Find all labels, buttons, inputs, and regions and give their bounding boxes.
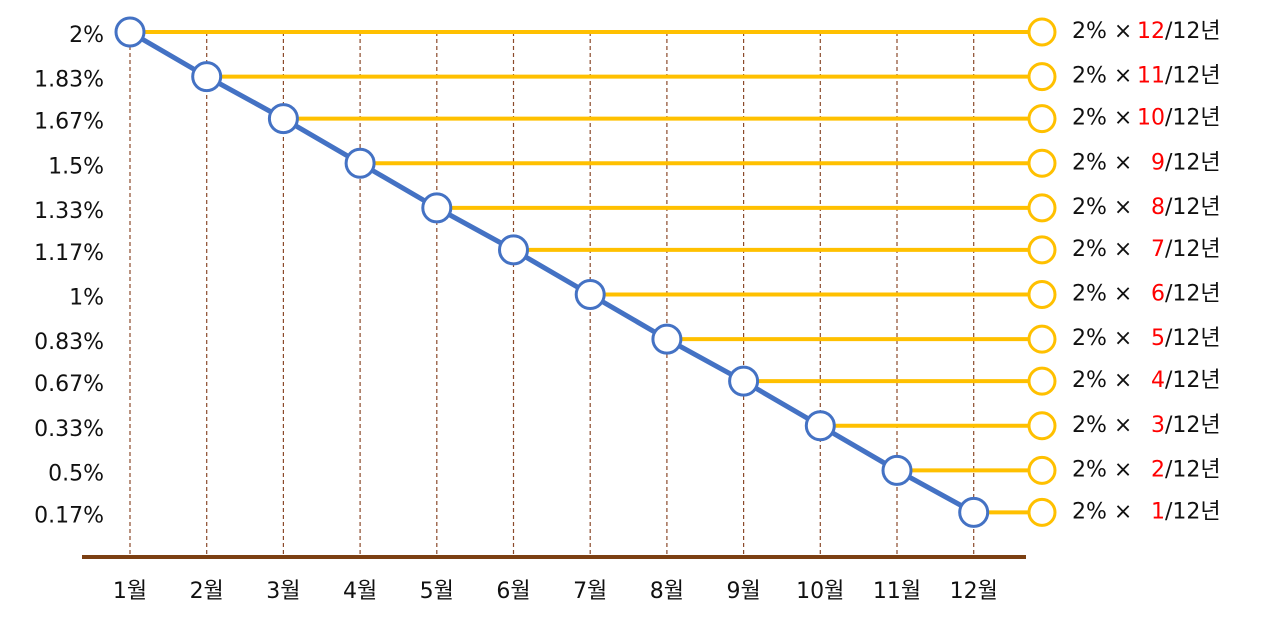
annotation-factor: 6 (1151, 282, 1165, 307)
y-label: 1.5% (48, 154, 104, 179)
data-line (128, 29, 975, 515)
end-circle (1027, 235, 1057, 265)
end-circle (1027, 193, 1057, 223)
annotation-factor: 1 (1151, 499, 1165, 524)
end-circle (1027, 366, 1057, 396)
y-label: 0.83% (34, 330, 104, 355)
annotation-prefix: 2% × (1072, 499, 1132, 524)
y-label: 2% (69, 23, 104, 48)
x-tick-label: 8월 (650, 579, 684, 604)
x-tick-label: 4월 (343, 579, 377, 604)
y-label: 0.5% (48, 461, 104, 486)
annotation-prefix: 2% × (1072, 457, 1132, 482)
annotation-prefix: 2% × (1072, 237, 1132, 262)
end-circle (1027, 148, 1057, 178)
annotation-prefix: 2% × (1072, 64, 1132, 89)
annotation-prefix: 2% × (1072, 19, 1132, 44)
point (574, 279, 606, 310)
x-tick-label: 2월 (190, 579, 224, 604)
x-tick-label: 6월 (496, 579, 530, 604)
point (651, 323, 683, 355)
x-tick-label: 11월 (873, 579, 921, 604)
point (267, 103, 299, 135)
annotation-prefix: 2% × (1072, 368, 1132, 393)
x-tick-label: 1월 (113, 579, 147, 604)
annotation-prefix: 2% × (1072, 282, 1132, 307)
annotation-suffix: /12년 (1165, 19, 1221, 44)
annotation-suffix: /12년 (1165, 150, 1221, 175)
annotation-prefix: 2% × (1072, 326, 1132, 351)
end-circle (1027, 17, 1057, 47)
annotation-factor: 7 (1151, 237, 1165, 262)
annotation-prefix: 2% × (1072, 195, 1132, 220)
x-tick-label: 12월 (950, 579, 998, 604)
x-tick-label: 7월 (573, 579, 607, 604)
y-label: 1% (69, 286, 104, 311)
end-circle (1027, 324, 1057, 354)
annotation-factor: 2 (1151, 457, 1165, 482)
end-circle (1027, 280, 1057, 309)
x-tick-label: 3월 (266, 579, 300, 604)
y-label: 1.83% (34, 68, 104, 93)
point (421, 192, 453, 224)
annotation-factor: 12 (1137, 19, 1165, 44)
end-circle (1027, 455, 1057, 485)
annotation-suffix: /12년 (1165, 282, 1221, 307)
annotation-suffix: /12년 (1165, 64, 1221, 89)
annotation-factor: 10 (1137, 106, 1165, 131)
point (344, 147, 376, 179)
point (728, 365, 760, 397)
y-label: 0.67% (34, 372, 104, 397)
end-circle (1027, 411, 1057, 441)
annotation-factor: 9 (1151, 150, 1165, 175)
annotation-suffix: /12년 (1165, 457, 1221, 482)
annotation-suffix: /12년 (1165, 413, 1221, 438)
x-tick-label: 5월 (420, 579, 454, 604)
end-circle (1027, 62, 1057, 92)
annotation-prefix: 2% × (1072, 150, 1132, 175)
annotation-factor: 4 (1151, 368, 1165, 393)
end-circle (1027, 104, 1057, 134)
annotation-factor: 11 (1137, 64, 1165, 89)
annotation-factor: 8 (1151, 195, 1165, 220)
y-label: 1.33% (34, 199, 104, 224)
annotation-prefix: 2% × (1072, 106, 1132, 131)
annotation-suffix: /12년 (1165, 368, 1221, 393)
point (114, 16, 146, 48)
point (804, 410, 836, 442)
point (498, 234, 529, 266)
annotation-suffix: /12년 (1165, 106, 1221, 131)
y-label: 1.17% (34, 241, 104, 266)
end-circle (1027, 497, 1057, 527)
x-tick-label: 10월 (796, 579, 844, 604)
point (958, 496, 990, 528)
point (881, 454, 913, 486)
y-label: 0.33% (34, 417, 104, 442)
annotation-suffix: /12년 (1165, 326, 1221, 351)
annotation-factor: 3 (1151, 413, 1165, 438)
annotation-suffix: /12년 (1165, 237, 1221, 262)
y-label: 0.17% (34, 503, 104, 528)
x-tick-label: 9월 (726, 579, 760, 604)
annotation-suffix: /12년 (1165, 195, 1221, 220)
point (191, 61, 223, 93)
annotation-suffix: /12년 (1165, 499, 1221, 524)
annotation-factor: 5 (1151, 326, 1165, 351)
annotation-prefix: 2% × (1072, 413, 1132, 438)
y-label: 1.67% (34, 110, 104, 135)
